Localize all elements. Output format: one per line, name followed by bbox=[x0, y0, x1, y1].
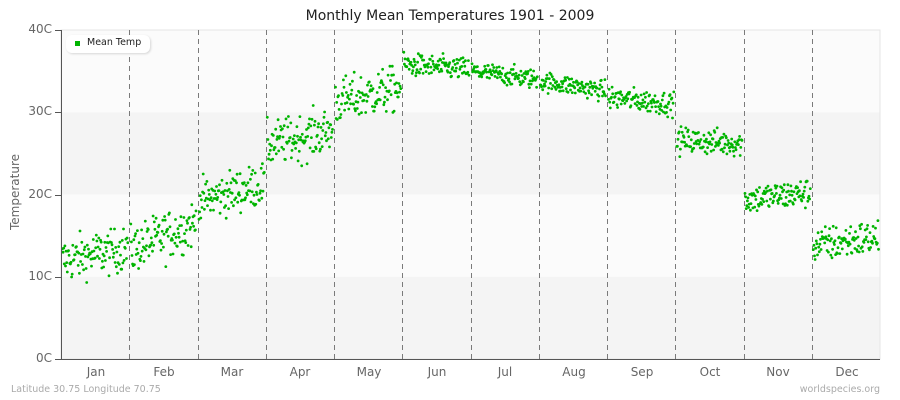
background-bands bbox=[60, 29, 881, 360]
y-tick-0: 0C bbox=[35, 351, 52, 365]
x-tick-nov: Nov bbox=[766, 365, 790, 379]
x-tick-jun: Jun bbox=[427, 365, 447, 379]
axes bbox=[55, 30, 880, 360]
chart-title: Monthly Mean Temperatures 1901 - 2009 bbox=[305, 8, 595, 24]
source-caption: worldspecies.org bbox=[799, 384, 880, 395]
y-tick-10: 10C bbox=[28, 269, 52, 283]
x-tick-jul: Jul bbox=[497, 365, 513, 379]
x-tick-mar: Mar bbox=[220, 365, 244, 379]
x-tick-dec: Dec bbox=[835, 365, 859, 379]
legend-swatch-icon bbox=[75, 41, 80, 46]
data-points bbox=[61, 50, 880, 284]
y-tick-30: 30C bbox=[28, 104, 52, 118]
x-tick-aug: Aug bbox=[562, 365, 586, 379]
x-tick-may: May bbox=[356, 365, 382, 379]
x-tick-sep: Sep bbox=[630, 365, 654, 379]
x-tick-oct: Oct bbox=[699, 365, 721, 379]
x-tick-apr: Apr bbox=[289, 365, 311, 379]
x-tick-jan: Jan bbox=[86, 365, 106, 379]
y-tick-40: 40C bbox=[28, 22, 52, 36]
legend: Mean Temp bbox=[66, 35, 150, 53]
location-caption: Latitude 30.75 Longitude 70.75 bbox=[11, 384, 161, 395]
x-tick-feb: Feb bbox=[153, 365, 175, 379]
y-tick-20: 20C bbox=[28, 187, 52, 201]
legend-label: Mean Temp bbox=[87, 37, 142, 48]
